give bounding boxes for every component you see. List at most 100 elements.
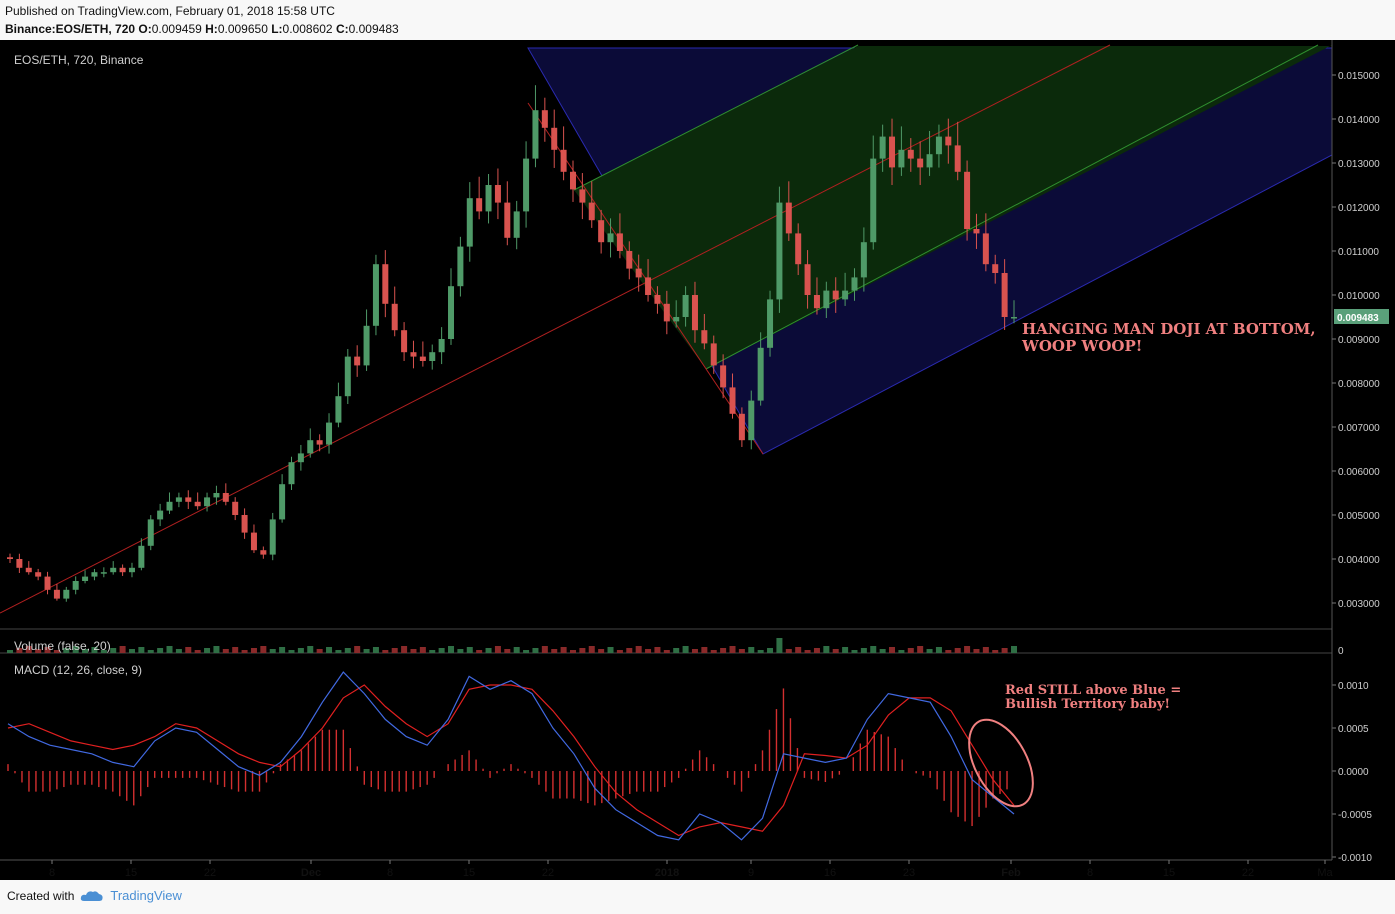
volume-bar [476, 650, 483, 653]
last-price-value: 0.009483 [1337, 313, 1379, 324]
candle-body [682, 295, 689, 317]
candle-body [626, 251, 633, 269]
candle-body [504, 202, 511, 238]
pitchfork-median-line [0, 44, 1111, 614]
close-value: 0.009483 [348, 22, 399, 36]
candle-body [166, 501, 173, 511]
price-tick-label: 0.004000 [1338, 555, 1380, 566]
volume-bar [128, 649, 135, 653]
footer-created: Created with [7, 888, 75, 903]
volume-bar [307, 646, 314, 653]
volume-bar [100, 650, 107, 653]
volume-pane-title: Volume (false, 20) [14, 639, 111, 653]
volume-bar [457, 649, 464, 653]
time-tick-label: 8 [387, 867, 393, 879]
pitchfork-inner-zone [574, 45, 1332, 369]
volume-bar [842, 647, 849, 653]
price-tick-label: 0.014000 [1338, 115, 1380, 126]
close-label: C: [335, 22, 349, 36]
candle-body [954, 145, 961, 172]
volume-bar [485, 648, 492, 653]
volume-bar [185, 647, 192, 653]
volume-bar [157, 648, 164, 653]
volume-bar [410, 649, 417, 653]
candle-body [269, 519, 276, 555]
volume-bar [541, 646, 548, 653]
volume-bar [494, 646, 501, 653]
candle-body [448, 286, 455, 339]
volume-bar [16, 648, 23, 653]
candle-body [851, 277, 858, 291]
volume-bar [569, 650, 576, 653]
candle-body [466, 198, 473, 247]
low-value: 0.008602 [282, 22, 333, 36]
price-tick-label: 0.013000 [1338, 159, 1380, 170]
volume-bar [25, 646, 32, 653]
price-tick-label: 0.006000 [1338, 467, 1380, 478]
open-label: O: [138, 22, 152, 36]
published-line: Published on TradingView.com, February 0… [5, 4, 335, 18]
volume-bar [7, 650, 13, 653]
time-tick-label: 22 [1242, 867, 1254, 879]
volume-bar [279, 647, 286, 653]
time-tick-label: 15 [125, 867, 137, 879]
candle-body [250, 532, 257, 551]
candle-body [710, 343, 717, 366]
time-tick-label: 15 [463, 867, 475, 879]
volume-bar [551, 649, 558, 653]
hanging-man-annotation-line2: WOOP WOOP! [1021, 337, 1142, 355]
volume-bar [466, 647, 473, 653]
time-tick-label: 2018 [655, 867, 679, 879]
candle-body [776, 202, 783, 300]
candle-body [100, 572, 107, 574]
pitchfork-zones [0, 44, 1333, 614]
volume-bar [663, 650, 670, 653]
time-tick-label: 8 [1087, 867, 1093, 879]
candle-body [917, 158, 924, 168]
candle-body [128, 567, 135, 573]
candle-body [344, 356, 351, 397]
volume-bar [710, 650, 717, 653]
volume-bar [673, 648, 680, 653]
candle-body [485, 185, 492, 212]
candle-body [326, 422, 333, 445]
volume-bar [954, 648, 961, 653]
candle-body [832, 290, 839, 300]
volume-bar [720, 648, 727, 653]
candle-body [720, 365, 727, 388]
candle-body [53, 589, 60, 599]
candle-body [513, 211, 520, 238]
candle-body [673, 317, 680, 322]
volume-bar [175, 649, 182, 653]
candle-body [823, 290, 830, 309]
macd-annotation-line1: Red STILL above Blue = [1005, 683, 1181, 698]
candle-body [804, 264, 811, 295]
candle-body [288, 462, 295, 485]
candle-body [767, 299, 774, 348]
time-tick-label: Ma [1317, 867, 1333, 879]
volume-bar [82, 649, 89, 653]
volume-bar [344, 648, 351, 653]
candle-body [898, 149, 905, 168]
high-value: 0.009650 [217, 22, 268, 36]
volume-bar [429, 650, 436, 653]
footer-brand[interactable]: TradingView [110, 888, 182, 903]
volume-bar [232, 647, 239, 653]
volume-bar [166, 646, 173, 653]
macd-pane-title: MACD (12, 26, close, 9) [14, 663, 142, 677]
candle-body [701, 330, 708, 344]
volume-bar [560, 647, 567, 653]
chart-area[interactable]: 0 0.0010 0.0005 0.0000 -0.0005 -0.0010 0.015… [0, 40, 1395, 880]
candle-body [982, 233, 989, 265]
macd-tick-label: 0.0000 [1338, 767, 1369, 778]
price-tick-label: 0.010000 [1338, 291, 1380, 302]
time-tick-label: 23 [903, 867, 915, 879]
candle-body [119, 567, 126, 573]
volume-bar [269, 649, 276, 653]
candle-body [204, 497, 211, 507]
volume-bar [635, 646, 642, 653]
volume-bar [889, 647, 896, 653]
volume-bar [813, 648, 820, 653]
candle-body [429, 352, 436, 361]
time-tick-label: Feb [1001, 867, 1021, 879]
